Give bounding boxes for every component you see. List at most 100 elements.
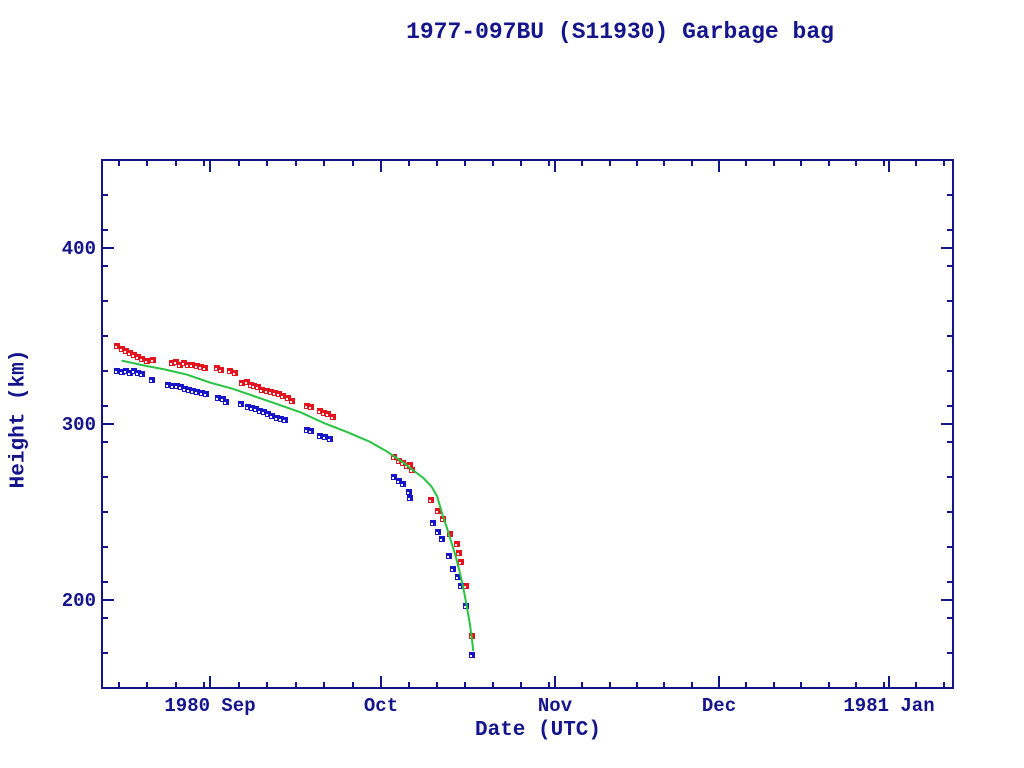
apogee-height-point-dot <box>178 365 180 367</box>
chart-title: 1977-097BU (S11930) Garbage bag <box>406 19 834 45</box>
perigee-height-point-dot <box>436 532 438 534</box>
perigee-height-point-dot <box>258 411 260 413</box>
x-tick-label: 1981 Jan <box>843 695 934 717</box>
perigee-height-point-dot <box>124 371 126 373</box>
apogee-height-point-dot <box>273 393 275 395</box>
apogee-height-point-dot <box>331 417 333 419</box>
perigee-height-point-dot <box>451 569 453 571</box>
perigee-height-point-dot <box>328 439 330 441</box>
apogee-height-point-dot <box>397 461 399 463</box>
apogee-height-point-dot <box>290 401 292 403</box>
perigee-height-point-dot <box>115 371 117 373</box>
perigee-height-point-dot <box>431 523 433 525</box>
perigee-height-point-dot <box>246 407 248 409</box>
perigee-height-point-dot <box>166 385 168 387</box>
apogee-height-point-dot <box>186 365 188 367</box>
apogee-height-point-dot <box>199 367 201 369</box>
perigee-height-point-dot <box>440 539 442 541</box>
apogee-height-point-dot <box>124 351 126 353</box>
perigee-height-point-dot <box>250 408 252 410</box>
perigee-height-point-dot <box>401 484 403 486</box>
perigee-height-point-dot <box>309 431 311 433</box>
apogee-height-series <box>114 343 475 639</box>
apogee-height-point-dot <box>145 361 147 363</box>
perigee-height-point-dot <box>456 577 458 579</box>
apogee-height-point-dot <box>115 346 117 348</box>
apogee-height-point-dot <box>249 385 251 387</box>
perigee-height-point-dot <box>408 498 410 500</box>
perigee-height-point-dot <box>128 373 130 375</box>
apogee-height-point-dot <box>392 457 394 459</box>
perigee-height-point-dot <box>204 394 206 396</box>
perigee-height-point-dot <box>136 373 138 375</box>
axis-tick-labels: 200 300 400 1980 Sep Oct Nov Dec 1981 Jan <box>62 238 935 717</box>
apogee-height-point-dot <box>195 366 197 368</box>
perigee-height-point-dot <box>318 436 320 438</box>
x-axis-label: Date (UTC) <box>474 719 602 742</box>
perigee-height-point-dot <box>200 393 202 395</box>
apogee-height-point-dot <box>281 396 283 398</box>
apogee-height-point-dot <box>252 386 254 388</box>
apogee-height-point-dot <box>455 544 457 546</box>
perigee-height-point-dot <box>224 402 226 404</box>
apogee-height-point-dot <box>228 371 230 373</box>
perigee-height-point-dot <box>150 380 152 382</box>
apogee-height-point-dot <box>305 406 307 408</box>
apogee-height-point-dot <box>322 413 324 415</box>
apogee-height-point-dot <box>410 470 412 472</box>
fit-curve <box>121 359 475 652</box>
perigee-height-point-dot <box>175 386 177 388</box>
apogee-height-point-dot <box>120 349 122 351</box>
perigee-height-point-dot <box>323 437 325 439</box>
y-tick-label: 400 <box>62 238 96 260</box>
apogee-height-point-dot <box>265 391 267 393</box>
apogee-height-point-dot <box>286 398 288 400</box>
perigee-height-point-dot <box>266 414 268 416</box>
apogee-height-point-dot <box>260 390 262 392</box>
perigee-height-point-dot <box>187 390 189 392</box>
perigee-height-point-dot <box>191 391 193 393</box>
perigee-height-point-dot <box>120 372 122 374</box>
perigee-height-point-dot <box>464 606 466 608</box>
apogee-height-point-dot <box>215 368 217 370</box>
apogee-height-point-dot <box>132 355 134 357</box>
perigee-height-point-dot <box>392 477 394 479</box>
apogee-height-point-dot <box>245 382 247 384</box>
apogee-height-point-dot <box>233 373 235 375</box>
perigee-height-point-dot <box>270 416 272 418</box>
perigee-height-series <box>114 368 475 658</box>
apogee-height-point-dot <box>151 360 153 362</box>
plot-frame <box>101 159 954 689</box>
perigee-height-point-dot <box>239 404 241 406</box>
apogee-height-point-dot <box>182 363 184 365</box>
axis-ticks <box>102 160 953 688</box>
apogee-height-point-dot <box>401 463 403 465</box>
perigee-height-point-dot <box>132 371 134 373</box>
apogee-height-point-dot <box>457 553 459 555</box>
perigee-height-point-dot <box>140 374 142 376</box>
perigee-height-point-dot <box>171 386 173 388</box>
apogee-height-point-dot <box>190 365 192 367</box>
apogee-height-point-dot <box>256 387 258 389</box>
x-tick-label: 1980 Sep <box>164 695 255 717</box>
perigee-height-point-dot <box>407 492 409 494</box>
apogee-height-point-dot <box>459 562 461 564</box>
apogee-height-point-dot <box>219 370 221 372</box>
perigee-height-point-dot <box>470 655 472 657</box>
x-tick-label: Dec <box>702 695 736 717</box>
apogee-height-point-dot <box>464 586 466 588</box>
perigee-height-point-dot <box>459 586 461 588</box>
apogee-height-point-dot <box>136 357 138 359</box>
apogee-height-point-dot <box>405 466 407 468</box>
y-tick-label: 200 <box>62 590 96 612</box>
perigee-height-point-dot <box>447 556 449 558</box>
apogee-height-point-dot <box>441 519 443 521</box>
perigee-height-point-dot <box>262 412 264 414</box>
x-tick-label: Oct <box>364 695 398 717</box>
apogee-height-point-dot <box>170 363 172 365</box>
apogee-height-point-dot <box>174 362 176 364</box>
apogee-height-point-dot <box>429 500 431 502</box>
apogee-height-point-dot <box>203 368 205 370</box>
